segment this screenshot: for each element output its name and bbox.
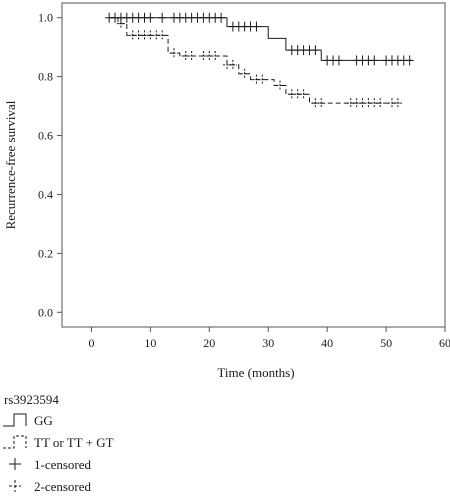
censor-mark-tt [376, 98, 385, 109]
censor-mark-gg [311, 45, 320, 56]
survival-plot: 0.0 0.2 0.4 0.6 0.8 1.0 0 10 20 30 40 50 60 Time (m… [3, 2, 450, 380]
censor-mark-tt [258, 74, 267, 85]
censor-mark-tt [311, 98, 320, 109]
dashed-step-icon [3, 435, 27, 449]
x-tick-label: 20 [203, 336, 215, 350]
legend-label-censored-1: 1-censored [34, 457, 92, 472]
censor-mark-tt [222, 59, 231, 70]
censor-mark-tt [346, 98, 355, 109]
series-layer [105, 12, 414, 109]
series-tt [109, 17, 402, 109]
y-tick-label: 1.0 [38, 11, 53, 25]
series-line-gg [109, 17, 413, 61]
censor-mark-tt [299, 89, 308, 100]
censor-mark-tt [228, 59, 237, 70]
censor-mark-tt [169, 48, 178, 59]
plus-icon [9, 458, 21, 470]
series-gg [105, 12, 414, 66]
censor-mark-tt [158, 30, 167, 41]
censor-mark-tt [152, 30, 161, 41]
censor-mark-tt [358, 98, 367, 109]
censor-mark-gg [217, 12, 226, 23]
x-tick-label: 30 [262, 336, 274, 350]
censor-mark-tt [181, 51, 190, 62]
legend-item-gg: GG [0, 410, 250, 432]
censor-mark-gg [158, 12, 167, 23]
censor-mark-tt [252, 74, 261, 85]
legend-item-censored-1: 1-censored [0, 454, 250, 476]
x-tick-label: 50 [380, 336, 392, 350]
x-tick-label: 40 [321, 336, 333, 350]
censor-mark-tt [211, 51, 220, 62]
censor-mark-tt [128, 30, 137, 41]
censor-mark-tt [187, 51, 196, 62]
x-axis: 0 10 20 30 40 50 60 [88, 327, 450, 350]
y-tick-label: 0.0 [38, 305, 53, 319]
censor-mark-tt [205, 51, 214, 62]
censor-mark-tt [134, 30, 143, 41]
legend-item-censored-2: 2-censored [0, 476, 250, 498]
censor-mark-tt [387, 98, 396, 109]
censor-mark-tt [140, 30, 149, 41]
y-tick-label: 0.4 [38, 187, 53, 201]
censor-mark-tt [317, 98, 326, 109]
censor-mark-gg [334, 55, 343, 66]
censor-mark-tt [276, 80, 285, 91]
censor-mark-tt [370, 98, 379, 109]
y-axis-label: Recurrence-free survival [3, 100, 18, 229]
censor-mark-gg [146, 12, 155, 23]
y-tick-label: 0.2 [38, 246, 53, 260]
censor-mark-tt [240, 68, 249, 79]
x-axis-label: Time (months) [217, 365, 294, 380]
y-tick-label: 0.8 [38, 70, 53, 84]
censor-mark-gg [252, 21, 261, 32]
censor-mark-tt [146, 30, 155, 41]
legend-title: rs3923594 [4, 392, 59, 407]
x-tick-label: 60 [439, 336, 450, 350]
censor-mark-tt [352, 98, 361, 109]
y-tick-label: 0.6 [38, 129, 53, 143]
plot-border [61, 2, 446, 328]
y-axis: 0.0 0.2 0.4 0.6 0.8 1.0 [38, 11, 62, 319]
censor-mark-tt [199, 51, 208, 62]
censor-mark-tt [293, 89, 302, 100]
x-tick-label: 0 [88, 336, 94, 350]
censor-mark-gg [370, 55, 379, 66]
legend-label-censored-2: 2-censored [34, 479, 92, 494]
legend-item-tt: TT or TT + GT [0, 432, 250, 454]
x-tick-label: 10 [144, 336, 156, 350]
censor-mark-tt [364, 98, 373, 109]
solid-step-icon [3, 413, 27, 427]
legend-label-tt: TT or TT + GT [34, 435, 114, 450]
plot-frame [61, 2, 446, 328]
censor-mark-tt [393, 98, 402, 109]
dashed-plus-icon [9, 480, 21, 492]
legend-label-gg: GG [34, 413, 53, 428]
censor-mark-tt [116, 18, 125, 29]
censor-mark-tt [287, 89, 296, 100]
censor-mark-gg [405, 55, 414, 66]
